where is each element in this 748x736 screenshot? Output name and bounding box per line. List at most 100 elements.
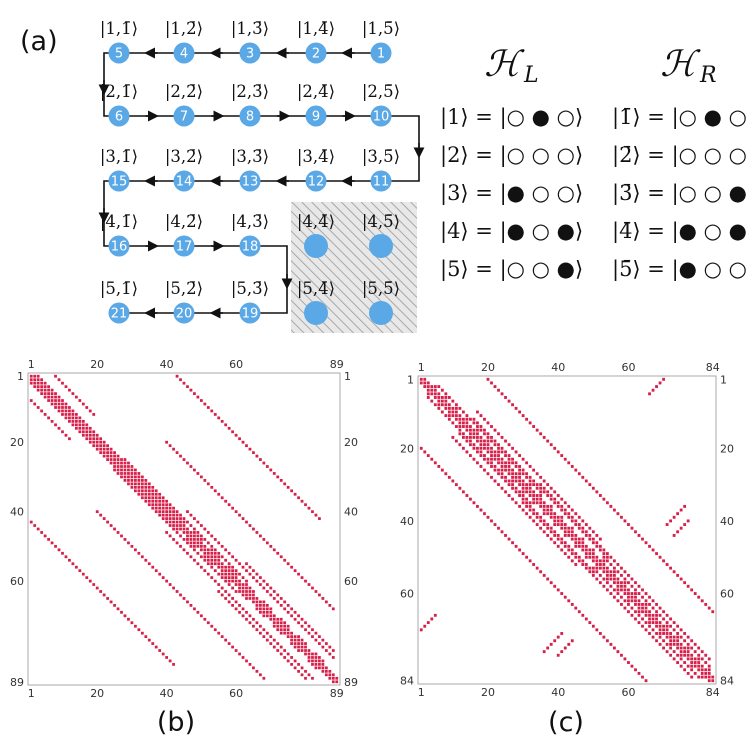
matrix-entry xyxy=(179,527,182,531)
matrix-entry xyxy=(479,435,483,439)
matrix-entry xyxy=(591,566,595,570)
matrix-entry xyxy=(472,443,476,447)
matrix-entry xyxy=(683,653,687,657)
matrix-entry xyxy=(686,635,690,639)
matrix-entry xyxy=(581,526,585,530)
matrix-entry xyxy=(241,517,245,520)
lattice-node xyxy=(305,105,327,127)
matrix-entry xyxy=(203,551,207,555)
matrix-entry xyxy=(570,526,574,530)
matrix-entry xyxy=(637,610,641,614)
matrix-entry xyxy=(279,628,283,632)
matrix-entry xyxy=(120,465,123,468)
matrix-entry xyxy=(210,624,214,628)
matrix-entry xyxy=(676,646,680,650)
matrix-entry xyxy=(57,399,61,402)
matrix-entry xyxy=(206,548,210,552)
matrix-entry xyxy=(423,381,427,385)
matrix-entry xyxy=(293,659,297,663)
matrix-entry xyxy=(676,661,680,664)
matrix-entry xyxy=(217,631,221,635)
matrix-entry xyxy=(662,628,665,632)
matrix-entry xyxy=(193,527,196,531)
matrix-entry xyxy=(165,579,169,583)
matrix-entry xyxy=(140,479,144,482)
matrix-entry xyxy=(248,572,252,576)
matrix-entry xyxy=(272,597,276,600)
matrix-entry xyxy=(127,461,130,465)
node-number: 10 xyxy=(373,110,390,125)
matrix-entry xyxy=(265,465,269,468)
matrix-entry xyxy=(109,461,113,465)
matrix-entry xyxy=(591,486,595,490)
matrix-entry xyxy=(669,519,673,523)
matrix-entry xyxy=(507,454,511,458)
matrix-entry xyxy=(609,555,613,559)
matrix-entry xyxy=(168,659,172,663)
matrix-entry xyxy=(433,392,437,396)
matrix-entry xyxy=(109,451,113,455)
matrix-entry xyxy=(567,530,571,534)
matrix-entry xyxy=(662,610,665,614)
matrix-entry xyxy=(213,628,217,632)
matrix-entry xyxy=(151,485,155,489)
matrix-entry xyxy=(297,669,300,673)
matrix-entry xyxy=(549,581,553,585)
matrix-entry xyxy=(609,504,613,508)
matrix-entry xyxy=(307,659,311,663)
matrix-entry xyxy=(483,512,486,516)
matrix-entry xyxy=(231,506,234,510)
matrix-entry xyxy=(605,559,609,563)
matrix-entry xyxy=(203,558,207,562)
matrix-entry xyxy=(461,425,465,428)
matrix-entry xyxy=(490,465,493,468)
matrix-entry xyxy=(447,417,451,421)
ket-label: |5,3̄⟩ xyxy=(231,279,269,298)
matrix-entry xyxy=(514,544,518,548)
matrix-entry xyxy=(193,548,196,552)
matrix-entry xyxy=(203,555,207,559)
matrix-entry xyxy=(574,468,578,472)
matrix-entry xyxy=(203,402,207,406)
matrix-entry xyxy=(234,607,238,611)
matrix-entry xyxy=(238,610,241,614)
matrix-entry xyxy=(500,457,504,461)
matrix-entry xyxy=(304,642,307,645)
matrix-entry xyxy=(311,586,314,590)
tick-label: 20 xyxy=(400,442,414,455)
matrix-entry xyxy=(68,388,71,392)
matrix-entry xyxy=(528,486,532,490)
matrix-entry xyxy=(676,512,680,516)
matrix-entry xyxy=(140,496,144,500)
matrix-entry xyxy=(669,632,673,635)
matrix-entry xyxy=(158,503,162,507)
matrix-entry xyxy=(54,374,57,378)
matrix-entry xyxy=(613,508,616,512)
matrix-entry xyxy=(120,461,123,465)
matrix-entry xyxy=(539,519,543,523)
matrix-entry xyxy=(549,443,553,447)
matrix-entry xyxy=(588,537,592,541)
matrix-entry xyxy=(206,621,210,625)
matrix-entry xyxy=(328,673,332,677)
matrix-entry xyxy=(252,569,255,573)
tick-label: 1 xyxy=(28,687,35,700)
matrix-entry xyxy=(36,406,40,409)
matrix-entry xyxy=(567,555,571,559)
matrix-entry xyxy=(213,569,217,573)
matrix-entry xyxy=(486,472,490,476)
matrix-entry xyxy=(71,413,75,416)
matrix-entry xyxy=(637,533,641,537)
matrix-entry xyxy=(679,628,683,632)
matrix-entry xyxy=(331,673,335,677)
matrix-entry xyxy=(511,497,514,501)
matrix-entry xyxy=(210,555,214,559)
matrix-entry xyxy=(85,406,89,409)
matrix-entry xyxy=(490,425,493,428)
matrix-entry xyxy=(500,446,504,450)
matrix-entry xyxy=(546,439,550,443)
matrix-entry xyxy=(570,508,574,512)
matrix-entry xyxy=(92,413,96,416)
matrix-entry xyxy=(609,570,613,574)
matrix-entry xyxy=(314,656,318,659)
